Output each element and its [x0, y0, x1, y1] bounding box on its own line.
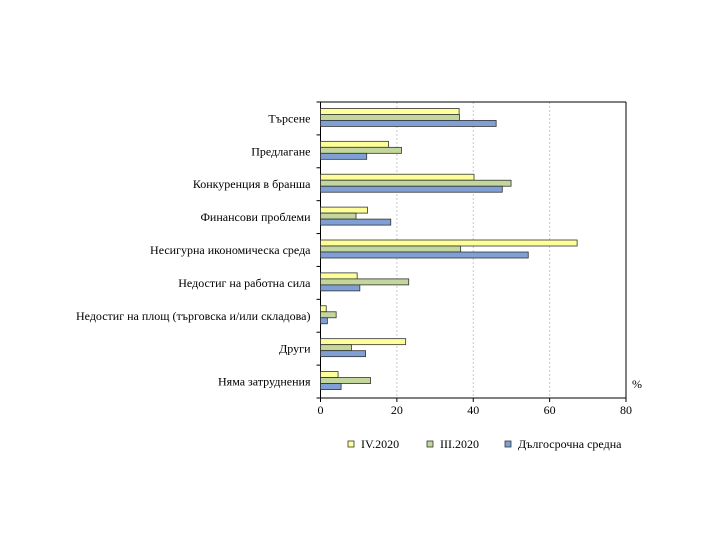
bar	[320, 218, 392, 226]
category-label: Конкуренция в бранша	[193, 177, 311, 191]
legend-label: Дългосрочна средна	[518, 437, 622, 451]
bar	[320, 272, 358, 280]
bar	[320, 140, 389, 148]
bar	[320, 338, 407, 346]
bar	[320, 108, 460, 115]
bar	[320, 350, 366, 358]
category-label: Няма затруднения	[218, 375, 311, 389]
category-label: Недостиг на площ (търговска и/или складо…	[76, 309, 311, 323]
bar	[320, 185, 503, 193]
bar	[320, 212, 357, 220]
x-tick-label: 40	[467, 403, 479, 417]
legend-swatch	[347, 440, 355, 448]
bar	[320, 305, 327, 313]
category-label: Търсене	[268, 111, 310, 125]
x-tick-label: 20	[391, 403, 403, 417]
bar	[320, 383, 342, 390]
bar	[320, 284, 361, 292]
bar	[320, 311, 337, 319]
legend-label: III.2020	[440, 437, 479, 451]
bar	[320, 173, 475, 181]
bar	[320, 245, 462, 253]
category-label: Финансови проблеми	[200, 210, 311, 224]
bar	[320, 278, 410, 286]
bar	[320, 114, 460, 121]
bar	[320, 146, 402, 154]
category-label: Предлагане	[251, 144, 310, 158]
bar	[320, 120, 497, 127]
bar	[320, 152, 368, 160]
bar	[320, 251, 529, 259]
legend-swatch	[504, 440, 512, 448]
bar	[320, 206, 368, 214]
bar	[320, 317, 328, 325]
legend-label: IV.2020	[361, 437, 399, 451]
x-tick-label: 80	[620, 403, 632, 417]
bar	[320, 239, 578, 247]
bar	[320, 371, 339, 378]
bar	[320, 377, 371, 384]
bar	[320, 179, 512, 187]
legend-swatch	[426, 440, 434, 448]
category-label: Други	[279, 342, 311, 356]
x-tick-label: 0	[318, 403, 324, 417]
category-label: Несигурна икономическа среда	[150, 243, 311, 257]
bar	[320, 344, 352, 352]
category-label: Недостиг на работна сила	[178, 276, 311, 290]
x-axis-unit-label: %	[632, 377, 642, 391]
x-tick-label: 60	[544, 403, 556, 417]
